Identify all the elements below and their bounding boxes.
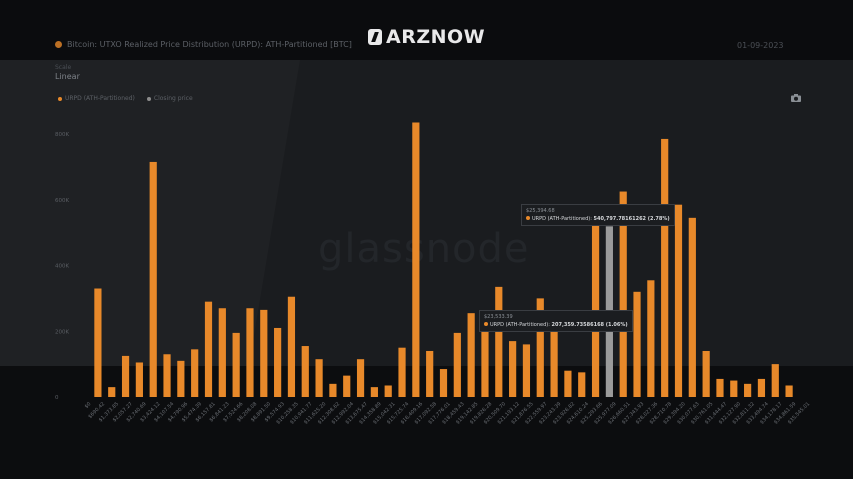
bar[interactable] bbox=[177, 360, 185, 397]
bar[interactable] bbox=[785, 385, 793, 397]
bar[interactable] bbox=[218, 308, 226, 397]
bar[interactable] bbox=[633, 291, 641, 397]
bar[interactable] bbox=[578, 372, 586, 397]
bar[interactable] bbox=[674, 204, 683, 397]
bar[interactable] bbox=[315, 359, 323, 397]
bar[interactable] bbox=[522, 344, 531, 397]
tooltip-hover: $23,533.39 URPD (ATH-Partitioned): 207,3… bbox=[479, 310, 633, 332]
tooltip-date: $25,394.68 bbox=[526, 208, 555, 214]
bar[interactable] bbox=[647, 280, 655, 397]
bar[interactable] bbox=[398, 347, 406, 397]
bar[interactable] bbox=[135, 362, 143, 397]
bar[interactable] bbox=[716, 378, 724, 397]
bar[interactable] bbox=[356, 359, 365, 397]
legend-swatch-urpd bbox=[58, 96, 62, 101]
tooltip-value: 540,797.78161262 (2.78%) bbox=[593, 216, 670, 222]
tooltip-label: URPD (ATH-Partitioned): bbox=[490, 322, 550, 328]
legend-label-closing-price: Closing price bbox=[153, 95, 193, 102]
y-tick-label: 400K bbox=[55, 264, 69, 270]
bar[interactable] bbox=[191, 349, 199, 397]
bar[interactable] bbox=[591, 219, 600, 397]
bitcoin-icon bbox=[55, 41, 62, 48]
bar[interactable] bbox=[149, 161, 157, 397]
y-tick-label: 600K bbox=[55, 198, 69, 204]
bar[interactable] bbox=[384, 385, 392, 397]
bar[interactable] bbox=[108, 387, 116, 397]
bar[interactable] bbox=[163, 354, 171, 397]
scale-selector[interactable]: Linear bbox=[55, 72, 80, 81]
chart-title-row: Bitcoin: UTXO Realized Price Distributio… bbox=[55, 40, 352, 49]
bar[interactable] bbox=[426, 350, 434, 397]
arznow-logo: ARZNOW bbox=[368, 26, 485, 48]
bar[interactable] bbox=[287, 296, 296, 397]
y-tick-label: 200K bbox=[55, 329, 69, 335]
bar[interactable] bbox=[757, 378, 766, 397]
legend-label-urpd: URPD (ATH-Partitioned) bbox=[65, 95, 135, 102]
bar[interactable] bbox=[439, 369, 448, 397]
chart-title: Bitcoin: UTXO Realized Price Distributio… bbox=[67, 40, 352, 49]
arznow-logo-icon bbox=[368, 29, 382, 45]
bar[interactable] bbox=[204, 301, 213, 397]
legend-item-urpd[interactable]: URPD (ATH-Partitioned) bbox=[58, 95, 135, 102]
bar[interactable] bbox=[481, 329, 489, 397]
legend-item-closing-price[interactable]: Closing price bbox=[146, 95, 193, 102]
y-tick-label: 0 bbox=[55, 395, 59, 401]
bar[interactable] bbox=[246, 308, 254, 397]
logo-text: ARZNOW bbox=[386, 26, 486, 48]
legend-swatch-closing-price bbox=[146, 96, 151, 101]
x-tick-label: $0 bbox=[84, 401, 93, 410]
y-tick-label: 800K bbox=[55, 132, 69, 138]
bar[interactable] bbox=[329, 383, 337, 397]
bar[interactable] bbox=[343, 375, 351, 397]
bar[interactable] bbox=[509, 341, 517, 397]
camera-icon[interactable] bbox=[791, 94, 801, 102]
bar[interactable] bbox=[121, 355, 130, 397]
bar[interactable] bbox=[301, 346, 309, 397]
bar[interactable] bbox=[564, 370, 572, 397]
bar[interactable] bbox=[730, 380, 738, 397]
tooltip-label: URPD (ATH-Partitioned): bbox=[532, 216, 592, 222]
chart-date: 01-09-2023 bbox=[737, 41, 784, 50]
bar[interactable] bbox=[495, 286, 503, 397]
bar[interactable] bbox=[260, 309, 268, 397]
bar[interactable] bbox=[274, 327, 282, 397]
bar[interactable] bbox=[370, 387, 378, 397]
bar[interactable] bbox=[619, 191, 627, 397]
bar[interactable] bbox=[744, 383, 752, 397]
bar[interactable] bbox=[702, 350, 710, 397]
scale-label: Scale bbox=[55, 64, 72, 71]
bar[interactable] bbox=[771, 364, 779, 397]
bar[interactable] bbox=[688, 217, 696, 397]
tooltip-date: $23,533.39 bbox=[484, 314, 513, 320]
bar[interactable] bbox=[412, 122, 420, 398]
bar[interactable] bbox=[232, 332, 240, 397]
tooltip-value: 207,359.73586168 (1.06%) bbox=[551, 322, 628, 328]
tooltip-swatch bbox=[484, 322, 488, 326]
glassnode-watermark: glassnode bbox=[318, 226, 530, 272]
bar[interactable] bbox=[550, 328, 558, 397]
tooltip-highlight: $25,394.68 URPD (ATH-Partitioned): 540,7… bbox=[521, 204, 675, 226]
bar[interactable] bbox=[453, 332, 461, 397]
chart-legend: URPD (ATH-Partitioned) Closing price bbox=[58, 95, 193, 102]
bar[interactable] bbox=[94, 288, 102, 397]
tooltip-swatch bbox=[526, 216, 530, 220]
bar[interactable] bbox=[467, 313, 475, 397]
bar[interactable] bbox=[536, 298, 544, 397]
bar[interactable] bbox=[661, 138, 669, 397]
